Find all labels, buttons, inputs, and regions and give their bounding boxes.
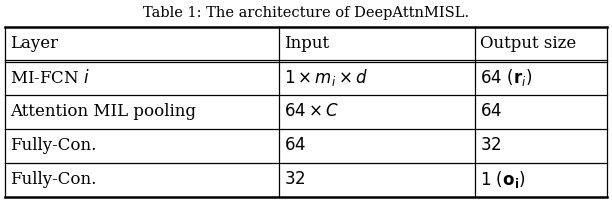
Text: $32$: $32$ [284, 171, 305, 188]
Text: $64$: $64$ [480, 104, 502, 120]
Text: Layer: Layer [10, 36, 58, 52]
Text: Table 1: The architecture of DeepAttnMISL.: Table 1: The architecture of DeepAttnMIS… [143, 6, 469, 20]
Text: Output size: Output size [480, 36, 576, 52]
Text: Attention MIL pooling: Attention MIL pooling [10, 104, 196, 120]
Text: $64 \times C$: $64 \times C$ [284, 104, 339, 120]
Text: $64$: $64$ [284, 138, 306, 154]
Text: Fully-Con.: Fully-Con. [10, 171, 96, 188]
Text: $32$: $32$ [480, 138, 501, 154]
Text: $64\ (\mathbf{r}_i)$: $64\ (\mathbf{r}_i)$ [480, 68, 532, 88]
Text: $1 \times m_i \times d$: $1 \times m_i \times d$ [284, 68, 368, 88]
Text: MI-FCN $i$: MI-FCN $i$ [10, 69, 90, 87]
Text: Input: Input [284, 36, 329, 52]
Text: Fully-Con.: Fully-Con. [10, 138, 96, 154]
Text: $1\ (\mathbf{o_i})$: $1\ (\mathbf{o_i})$ [480, 170, 525, 190]
